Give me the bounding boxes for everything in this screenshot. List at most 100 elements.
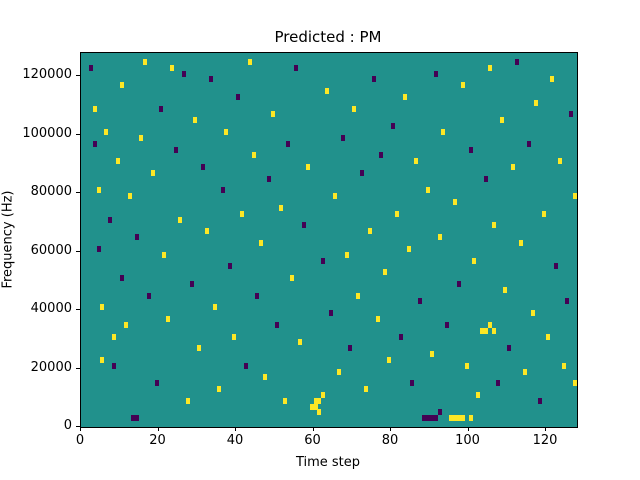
heatmap-cell xyxy=(112,362,116,369)
heatmap-cell xyxy=(205,228,209,235)
y-tick-label: 20000 xyxy=(30,359,72,375)
heatmap-cell xyxy=(356,292,361,299)
heatmap-cell xyxy=(119,275,124,282)
x-tick-mark xyxy=(157,427,159,431)
heatmap-cell xyxy=(170,64,175,71)
heatmap-cell xyxy=(360,169,364,176)
heatmap-cell xyxy=(394,210,399,217)
heatmap-cell xyxy=(371,76,376,83)
plot-area xyxy=(80,52,578,428)
heatmap-cell xyxy=(352,105,357,112)
heatmap-cell xyxy=(542,210,547,217)
heatmap-cell xyxy=(433,415,438,422)
heatmap-cell xyxy=(453,415,457,422)
heatmap-cell xyxy=(247,58,252,65)
heatmap-cell xyxy=(301,222,306,229)
heatmap-cell xyxy=(263,374,268,381)
y-tick-mark xyxy=(76,75,80,77)
heatmap-cell xyxy=(464,362,469,369)
heatmap-cell xyxy=(515,58,519,65)
heatmap-cell xyxy=(398,333,403,340)
x-tick-label: 20 xyxy=(149,433,166,448)
heatmap-cell xyxy=(375,315,380,322)
heatmap-cell xyxy=(146,292,151,299)
heatmap-cell xyxy=(274,321,279,328)
heatmap-cell xyxy=(286,140,291,147)
heatmap-cell xyxy=(484,175,488,182)
heatmap-cell xyxy=(460,82,465,89)
heatmap-cell xyxy=(282,397,287,404)
y-tick-label: 0 xyxy=(63,418,72,433)
heatmap-cell xyxy=(321,391,326,398)
heatmap-cell xyxy=(460,415,465,422)
heatmap-cell xyxy=(88,64,93,71)
heatmap-cell xyxy=(92,140,97,147)
heatmap-cell xyxy=(216,386,221,393)
heatmap-cell xyxy=(367,228,372,235)
heatmap-cell xyxy=(317,409,322,416)
heatmap-cell xyxy=(298,339,302,346)
heatmap-cell xyxy=(336,368,341,375)
heatmap-cell xyxy=(402,93,407,100)
x-tick-label: 120 xyxy=(532,433,558,448)
heatmap-cell xyxy=(363,386,368,393)
heatmap-cell xyxy=(232,333,237,340)
heatmap-cell xyxy=(325,88,330,95)
heatmap-cell xyxy=(433,70,438,77)
heatmap-cell xyxy=(313,403,318,410)
y-tick-label: 60000 xyxy=(30,242,72,258)
x-tick-mark xyxy=(312,427,314,431)
heatmap-cell xyxy=(518,240,523,246)
heatmap-cell xyxy=(549,76,554,83)
heatmap-cell xyxy=(487,321,492,328)
heatmap-cell xyxy=(100,356,105,363)
heatmap-cell xyxy=(456,280,461,287)
heatmap-cell xyxy=(321,257,326,264)
y-tick-label: 120000 xyxy=(22,67,72,83)
heatmap-cell xyxy=(553,263,558,270)
heatmap-cell xyxy=(561,362,566,369)
x-tick-label: 40 xyxy=(226,433,244,448)
heatmap-cell xyxy=(480,327,485,334)
x-tick-label: 0 xyxy=(75,433,85,448)
heatmap-cell xyxy=(332,193,337,200)
heatmap-cell xyxy=(425,415,430,422)
heatmap-cell xyxy=(449,415,454,422)
heatmap-cell xyxy=(158,105,163,112)
heatmap-cell xyxy=(348,345,353,352)
heatmap-cell xyxy=(92,105,97,112)
heatmap-cell xyxy=(305,164,310,171)
y-tick-mark xyxy=(76,426,80,427)
heatmap-cell xyxy=(294,64,299,71)
heatmap-cell xyxy=(174,146,178,153)
heatmap-cell xyxy=(526,140,531,147)
heatmap-cell xyxy=(197,345,202,352)
x-tick-mark xyxy=(80,427,81,431)
heatmap-cell xyxy=(569,111,574,118)
heatmap-cell xyxy=(425,187,430,194)
heatmap-cell xyxy=(185,397,190,404)
heatmap-cell xyxy=(487,64,492,71)
heatmap-cell xyxy=(135,234,140,241)
x-tick-mark xyxy=(235,427,236,431)
x-tick-mark xyxy=(467,427,469,431)
heatmap-cell xyxy=(104,128,109,135)
heatmap-cell xyxy=(329,310,333,317)
heatmap-cell xyxy=(406,245,411,252)
heatmap-cell xyxy=(166,315,171,322)
heatmap-cell xyxy=(507,345,512,352)
heatmap-cell xyxy=(135,415,140,422)
chart-title: Predicted : PM xyxy=(274,28,382,46)
x-tick-mark xyxy=(545,427,546,431)
heatmap-cell xyxy=(522,368,527,375)
heatmap-cell xyxy=(387,356,392,363)
y-tick-mark xyxy=(76,192,80,194)
heatmap-cell xyxy=(429,415,434,422)
heatmap-cell xyxy=(177,216,182,223)
heatmap-cell xyxy=(445,321,450,328)
heatmap-cell xyxy=(484,327,488,334)
heatmap-cell xyxy=(224,128,229,135)
heatmap-cell xyxy=(290,275,295,282)
heatmap-cell xyxy=(441,128,446,135)
heatmap-cell xyxy=(239,210,244,217)
